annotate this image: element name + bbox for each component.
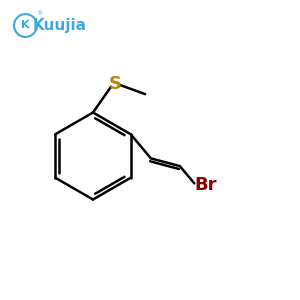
Text: ®: ® [36, 11, 42, 16]
Text: Kuujia: Kuujia [32, 18, 86, 33]
Text: K: K [21, 20, 30, 31]
Text: Br: Br [194, 176, 217, 194]
Text: S: S [109, 75, 122, 93]
